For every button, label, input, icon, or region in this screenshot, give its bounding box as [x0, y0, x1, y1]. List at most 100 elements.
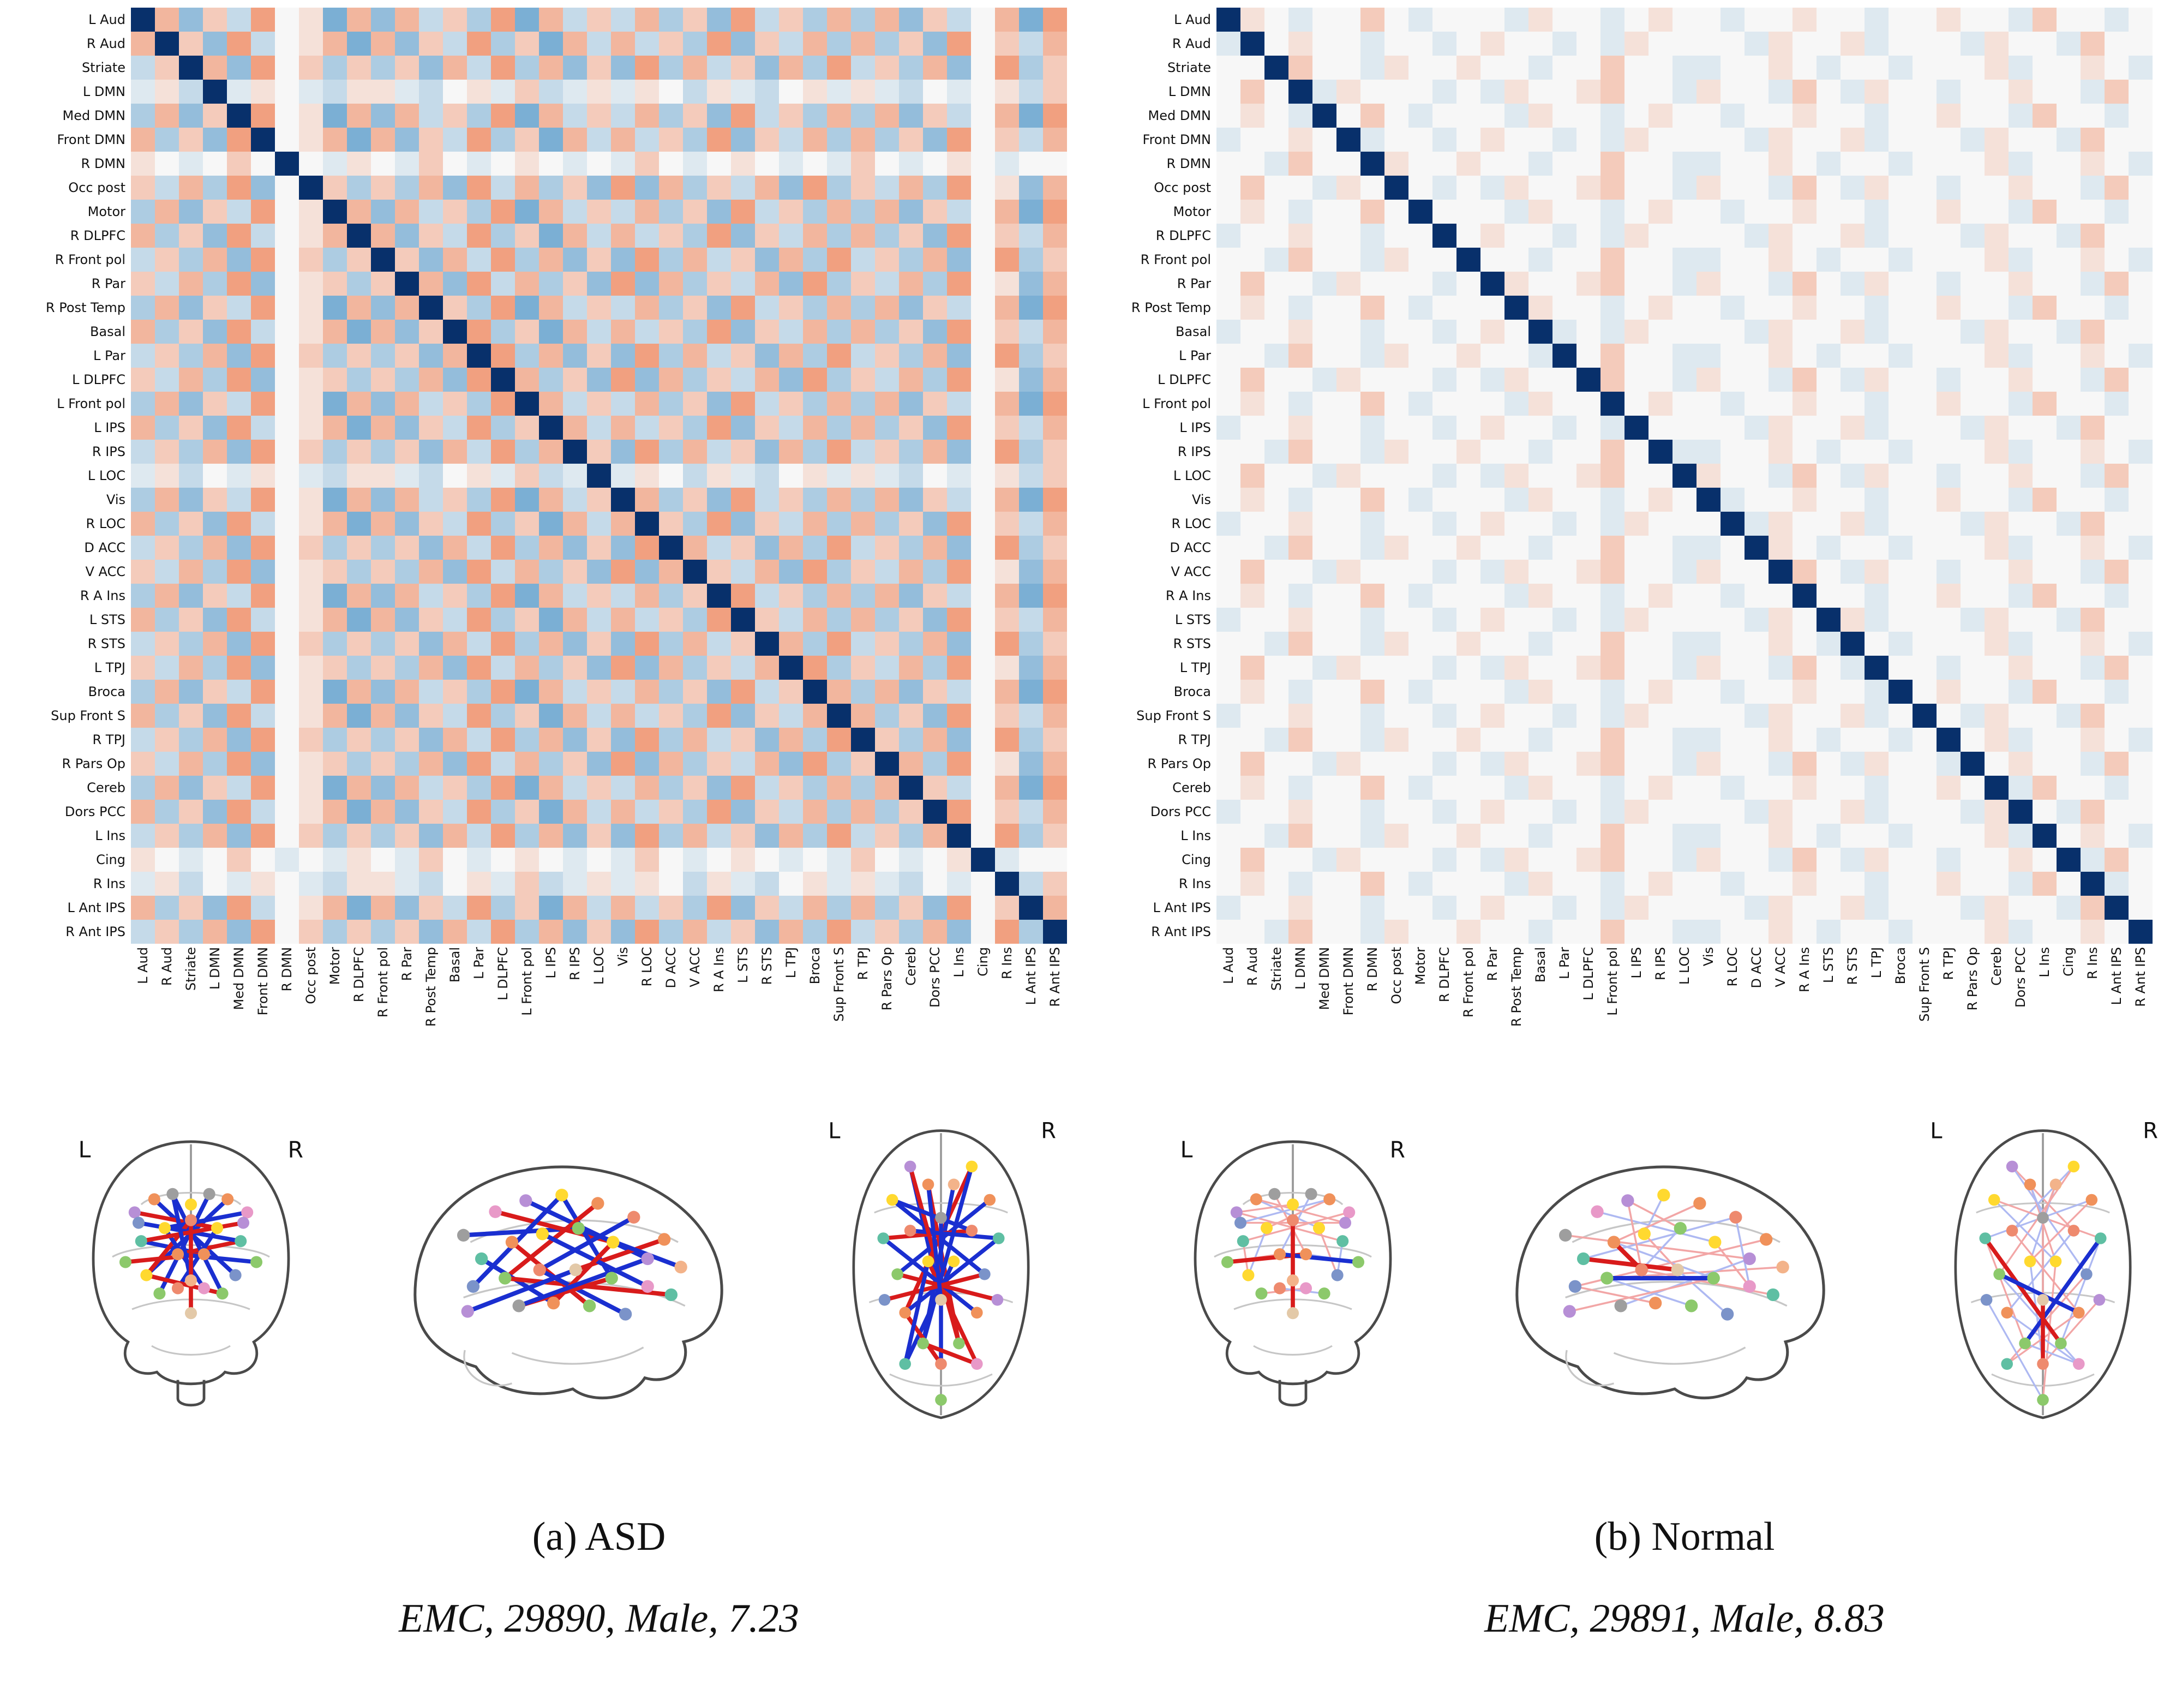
heatmap-cell [1312, 728, 1336, 752]
heatmap-cell [1889, 680, 1913, 704]
heatmap-cell [1408, 416, 1432, 440]
heatmap-cell [1408, 296, 1432, 320]
roi-node [1568, 1280, 1582, 1293]
heatmap-cell [2033, 752, 2057, 776]
heatmap-cell [1432, 344, 1456, 368]
roi-node [1591, 1205, 1604, 1218]
heatmap-cell [1528, 776, 1552, 800]
roi-node [1221, 1256, 1234, 1268]
heatmap-cell [683, 56, 707, 80]
heatmap-cell [2129, 32, 2153, 56]
y-tick-label: R Front pol [1140, 252, 1211, 267]
heatmap-cell [2081, 56, 2105, 80]
roi-node [171, 1248, 184, 1261]
heatmap-cell [179, 8, 203, 32]
heatmap-cell [1889, 224, 1913, 248]
heatmap-cell [1432, 512, 1456, 536]
heatmap-cell [1817, 368, 1841, 392]
heatmap-cell [947, 392, 971, 416]
heatmap-cell [827, 464, 851, 488]
heatmap-cell [467, 392, 491, 416]
heatmap-cell [1288, 560, 1312, 584]
heatmap-cell [1528, 632, 1552, 656]
heatmap-cell [755, 536, 779, 560]
heatmap-cell [467, 464, 491, 488]
heatmap-cell [659, 584, 683, 608]
roi-node [1299, 1248, 1312, 1261]
heatmap-cell [1673, 488, 1697, 512]
heatmap-cell [2081, 560, 2105, 584]
heatmap-cell [587, 824, 611, 848]
heatmap-cell [611, 176, 635, 200]
heatmap-cell [683, 272, 707, 296]
heatmap-cell [563, 320, 587, 344]
roi-node [1273, 1248, 1286, 1261]
heatmap-cell [1624, 200, 1649, 224]
heatmap-cell [1745, 176, 1769, 200]
heatmap-cell [1673, 344, 1697, 368]
heatmap-cell [1504, 200, 1528, 224]
heatmap-cell [1360, 896, 1384, 920]
heatmap-cell [611, 704, 635, 728]
heatmap-cell [659, 416, 683, 440]
heatmap-cell [395, 920, 419, 944]
heatmap-cell [1240, 704, 1264, 728]
heatmap-cell [1889, 128, 1913, 152]
y-tick-label: Cing [96, 852, 125, 867]
heatmap-cell [131, 8, 155, 32]
connectivity-edge [1612, 1202, 1701, 1243]
heatmap-cell [2009, 32, 2033, 56]
connectivity-edge [2029, 1183, 2044, 1219]
heatmap-cell [1528, 848, 1552, 872]
roi-node [1721, 1307, 1734, 1321]
heatmap-cell [1745, 56, 1769, 80]
heatmap-cell [995, 656, 1019, 680]
heatmap-cell [1697, 560, 1721, 584]
heatmap-cell [1745, 632, 1769, 656]
heatmap-cell [1649, 728, 1673, 752]
connectivity-edge [890, 1197, 974, 1233]
heatmap-cell [635, 680, 659, 704]
x-tick-label: L Ins [951, 947, 967, 978]
heatmap-cell [779, 56, 803, 80]
heatmap-cell [1889, 56, 1913, 80]
heatmap-cell [1697, 584, 1721, 608]
heatmap-cell [1043, 56, 1067, 80]
heatmap-cell [1408, 704, 1432, 728]
heatmap-cell [323, 80, 347, 104]
heatmap-cell [1216, 8, 1240, 32]
heatmap-cell [1961, 704, 1985, 728]
heatmap-cell [323, 488, 347, 512]
x-tick-label: R TPJ [855, 947, 871, 980]
heatmap-cell [1504, 584, 1528, 608]
heatmap-cell [1504, 776, 1528, 800]
heatmap-cell [1456, 872, 1480, 896]
heatmap-cell [707, 224, 731, 248]
heatmap-cell [1889, 872, 1913, 896]
roi-node [922, 1178, 934, 1190]
heatmap-cell [1504, 392, 1528, 416]
heatmap-cell [467, 128, 491, 152]
heatmap-cell [1528, 8, 1552, 32]
heatmap-cell [1504, 488, 1528, 512]
roi-node [953, 1337, 965, 1350]
roi-node [2024, 1255, 2036, 1267]
heatmap-cell [1745, 296, 1769, 320]
heatmap-cell [1817, 8, 1841, 32]
heatmap-cell [1552, 848, 1576, 872]
heatmap-cell [1336, 440, 1360, 464]
heatmap-cell [707, 344, 731, 368]
heatmap-cell [707, 368, 731, 392]
heatmap-cell [659, 440, 683, 464]
heatmap-cell [1043, 392, 1067, 416]
heatmap-cell [1793, 368, 1817, 392]
heatmap-cell [779, 896, 803, 920]
heatmap-cell [371, 896, 395, 920]
heatmap-cell [1721, 272, 1745, 296]
heatmap-cell [1456, 464, 1480, 488]
roi-node [171, 1282, 184, 1295]
heatmap-cell [1432, 728, 1456, 752]
heatmap-cell [539, 920, 563, 944]
heatmap-cell [1600, 80, 1624, 104]
heatmap-cell [2129, 584, 2153, 608]
